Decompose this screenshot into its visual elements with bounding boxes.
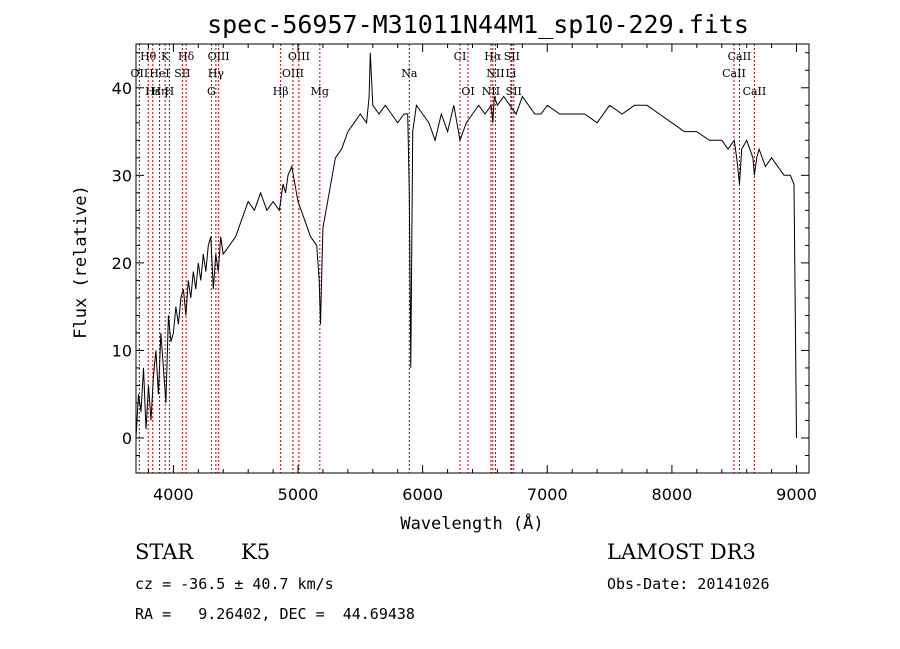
line-label-2-1: Hη (151, 85, 167, 98)
ra-dec-coordinates: RA = 9.26402, DEC = 44.69438 (135, 605, 415, 623)
x-tick-label-4: 8000 (652, 485, 693, 504)
y-tick-label-1: 10 (112, 341, 132, 360)
y-tick-label-2: 20 (112, 254, 132, 273)
line-label-0-1: K (161, 50, 170, 63)
chart-title: spec-56957-M31011N44M1_sp10-229.fits (207, 10, 749, 39)
observation-date: Obs-Date: 20141026 (607, 575, 770, 593)
line-label-2-0: Hε (145, 85, 161, 98)
line-label-1-7: Li (505, 67, 516, 80)
line-label-1-3: Hγ (208, 67, 225, 80)
line-label-2-6: OI (461, 85, 474, 98)
line-label-0-3: OIII (208, 50, 230, 63)
line-label-1-6: NII (486, 67, 504, 80)
line-label-2-7: NII (482, 85, 500, 98)
line-label-2-3: G (207, 85, 216, 98)
line-label-0-7: SII (504, 50, 520, 63)
line-label-0-5: CI (454, 50, 467, 63)
y-axis-ticks: 0 10 20 30 40 (112, 52, 809, 474)
plot-frame (135, 43, 810, 474)
x-tick-label-1: 5000 (278, 485, 319, 504)
line-label-2-5: Mg (311, 85, 329, 98)
line-label-2-8: SII (506, 85, 522, 98)
y-axis-label: Flux (relative) (71, 185, 91, 339)
redshift-velocity: cz = -36.5 ± 40.7 km/s (135, 575, 334, 593)
survey-name: LAMOST DR3 (607, 540, 756, 564)
spectrum-line (135, 52, 797, 439)
x-axis-label: Wavelength (Å) (400, 512, 543, 534)
line-label-2-2: H (165, 85, 175, 98)
object-class: STAR (135, 540, 194, 564)
spectrum-chart: spec-56957-M31011N44M1_sp10-229.fits Hθ K… (71, 10, 817, 534)
line-label-0-2: Hδ (178, 50, 195, 63)
line-label-1-5: Na (401, 67, 418, 80)
line-label-0-6: Hα (484, 50, 502, 63)
line-label-2-9: CaII (743, 85, 767, 98)
x-tick-label-0: 4000 (153, 485, 194, 504)
x-tick-label-2: 6000 (402, 485, 443, 504)
line-label-1-2: SII (174, 67, 190, 80)
y-tick-label-4: 40 (112, 79, 132, 98)
line-label-2-4: Hβ (273, 85, 289, 98)
line-label-1-8: CaII (722, 67, 746, 80)
line-label-0-0: Hθ (140, 50, 157, 63)
y-tick-label-3: 30 (112, 166, 132, 185)
x-axis-ticks: 4000 5000 6000 7000 8000 9000 (147, 44, 817, 504)
emission-line-markers (138, 44, 755, 473)
y-tick-label-0: 0 (122, 429, 132, 448)
x-tick-label-5: 9000 (776, 485, 817, 504)
line-label-1-1: HeI (149, 67, 169, 80)
object-subclass: K5 (241, 540, 271, 564)
line-label-0-8: CaII (728, 50, 752, 63)
line-label-0-4: OIII (288, 50, 310, 63)
line-label-1-4: OIII (282, 67, 304, 80)
line-label-1-0: OII (131, 67, 149, 80)
x-tick-label-3: 7000 (527, 485, 568, 504)
